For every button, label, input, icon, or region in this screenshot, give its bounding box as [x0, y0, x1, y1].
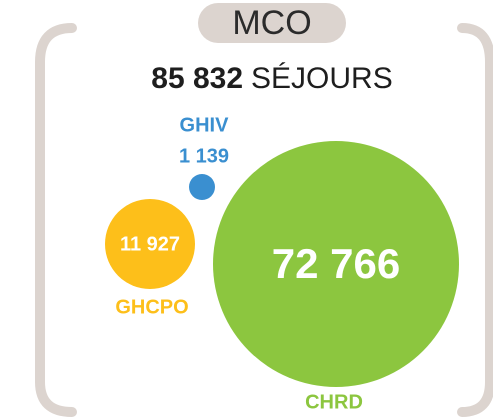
ghiv-value: 1 139 [179, 145, 229, 167]
title: MCO [232, 4, 311, 42]
total-value: 85 832 [151, 62, 243, 95]
ghcpo-bubble [105, 199, 195, 289]
ghcpo-name: GHCPO [115, 296, 188, 318]
title-pill [198, 3, 346, 43]
ghcpo-value: 11 927 [120, 233, 180, 255]
left-bracket [35, 23, 77, 417]
chrd-value: 72 766 [272, 240, 400, 287]
right-bracket [457, 23, 493, 417]
total-line: 85 832 SÉJOURS [151, 62, 392, 95]
total-unit: SÉJOURS [251, 62, 393, 95]
ghiv-bubble [189, 174, 215, 200]
chrd-bubble [213, 141, 459, 387]
chrd-name: CHRD [305, 391, 363, 413]
ghiv-name: GHIV [180, 114, 230, 136]
